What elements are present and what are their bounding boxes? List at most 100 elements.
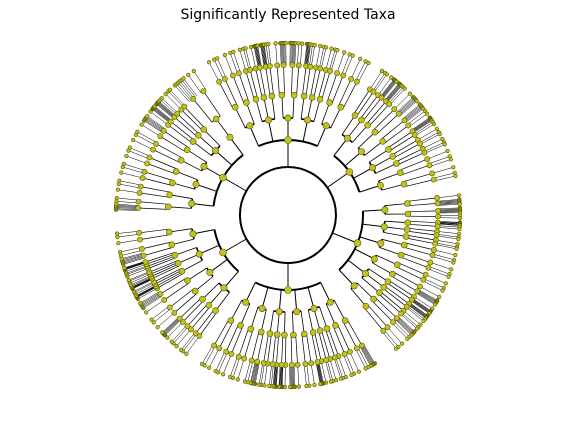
- leaf-edge: [317, 361, 323, 384]
- leaf-edge: [186, 335, 200, 354]
- leaf-edge: [306, 363, 310, 386]
- family-node: [142, 259, 149, 265]
- leaf-edge: [156, 103, 174, 118]
- leaf-edge: [124, 262, 146, 270]
- leaf-edge: [119, 247, 142, 253]
- order-node: [268, 92, 276, 100]
- leaf-edge: [427, 268, 449, 278]
- leaf-edge: [387, 327, 403, 344]
- leaf-edge: [153, 107, 172, 122]
- order-node: [290, 331, 297, 339]
- family-edge: [393, 271, 421, 287]
- leaf-node: [394, 346, 399, 351]
- leaf-node: [421, 318, 426, 324]
- leaf-edge: [318, 361, 323, 384]
- order-edge: [313, 99, 321, 122]
- leaf-edge: [188, 74, 202, 93]
- order-edge: [376, 254, 398, 266]
- leaf-edge: [341, 54, 350, 75]
- leaf-edge: [279, 364, 281, 387]
- family-edge: [380, 291, 404, 311]
- family-node: [140, 252, 147, 259]
- leaf-edge: [275, 364, 278, 387]
- leaf-edge: [437, 222, 460, 224]
- family-edge: [359, 94, 379, 120]
- class-node: [284, 114, 292, 122]
- leaf-node: [160, 330, 165, 335]
- leaf-edge: [215, 350, 226, 372]
- leaf-edge: [140, 292, 160, 305]
- order-edge: [176, 171, 198, 181]
- order-edge: [361, 277, 380, 294]
- order-edge: [365, 273, 385, 288]
- family-node: [167, 118, 174, 125]
- leaf-edge: [422, 280, 443, 291]
- leaf-edge: [389, 88, 405, 106]
- family-edge: [276, 334, 280, 365]
- family-node: [192, 330, 199, 337]
- family-edge: [328, 327, 339, 357]
- class-edge: [195, 183, 217, 192]
- leaf-node: [328, 379, 334, 384]
- order-node: [332, 321, 339, 329]
- leaf-edge: [124, 262, 146, 271]
- family-node: [427, 259, 434, 266]
- leaf-edge: [385, 83, 400, 101]
- family-edge: [313, 68, 321, 98]
- leaf-node: [434, 126, 440, 131]
- phylum-edge: [222, 177, 247, 192]
- leaf-edge: [437, 199, 460, 202]
- leaf-edge: [123, 257, 145, 265]
- family-edge: [272, 334, 277, 365]
- leaf-edge: [413, 296, 433, 309]
- leaf-edge: [404, 106, 422, 121]
- family-edge: [153, 268, 181, 283]
- leaf-edge: [255, 45, 261, 68]
- family-node: [370, 88, 377, 95]
- leaf-edge: [292, 43, 294, 66]
- class-node: [357, 148, 365, 156]
- leaf-edge: [381, 80, 396, 98]
- leaf-node: [349, 372, 354, 378]
- leaf-edge: [304, 43, 308, 66]
- leaf-edge: [136, 286, 157, 298]
- leaf-node: [117, 178, 122, 183]
- leaf-edge: [157, 312, 175, 328]
- leaf-edge: [129, 274, 151, 284]
- order-node: [178, 267, 186, 275]
- leaf-edge: [437, 209, 460, 211]
- order-node: [168, 241, 176, 249]
- class-edge: [215, 150, 233, 166]
- leaf-edge: [143, 295, 163, 309]
- leaf-edge: [181, 332, 196, 351]
- order-edge: [300, 96, 305, 119]
- family-edge: [318, 330, 327, 361]
- family-edge: [311, 332, 318, 363]
- leaf-edge: [255, 46, 260, 68]
- leaf-node: [356, 369, 362, 374]
- leaf-edge: [344, 55, 353, 77]
- leaf-edge: [437, 208, 460, 210]
- leaf-node: [424, 111, 430, 116]
- leaf-edge: [116, 207, 139, 209]
- family-node: [184, 323, 191, 330]
- leaf-edge: [131, 278, 153, 288]
- order-node: [362, 302, 370, 310]
- family-node: [434, 194, 440, 201]
- leaf-edge: [355, 348, 366, 369]
- leaf-edge: [162, 317, 179, 333]
- family-edge: [151, 265, 180, 279]
- class-edge: [344, 151, 362, 167]
- order-node: [323, 325, 331, 332]
- leaf-edge: [124, 261, 146, 269]
- class-edge: [320, 282, 331, 303]
- family-node: [430, 176, 437, 183]
- leaf-edge: [157, 102, 175, 118]
- order-edge: [307, 309, 314, 333]
- leaf-edge: [222, 353, 232, 375]
- order-edge: [255, 99, 263, 122]
- leaf-edge: [117, 189, 140, 194]
- leaf-edge: [411, 299, 430, 313]
- leaf-edge: [122, 254, 144, 262]
